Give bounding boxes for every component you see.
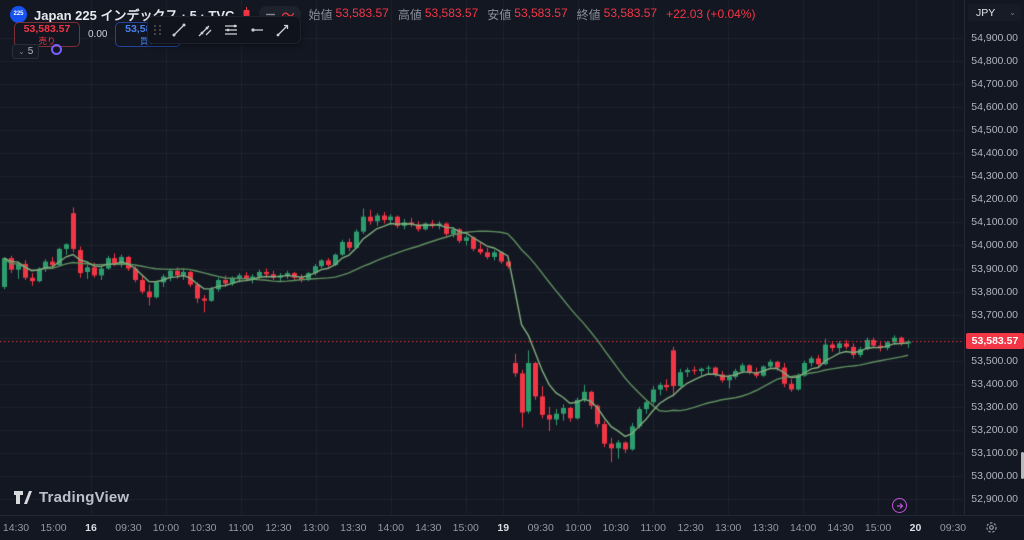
high-value: 53,583.57 (424, 5, 479, 20)
arrow-line-icon[interactable] (272, 19, 294, 41)
currency-label: JPY (976, 6, 996, 19)
time-tick-label: 10:30 (602, 522, 629, 534)
time-tick-label: 14:00 (377, 522, 404, 534)
price-tick-label: 53,900.00 (971, 262, 1018, 275)
price-tick-label: 54,900.00 (971, 32, 1018, 44)
price-tick-label: 52,900.00 (971, 493, 1018, 505)
time-tick-label: 10:00 (565, 522, 592, 534)
tradingview-logo[interactable]: TradingView (13, 489, 129, 506)
price-tick-label: 53,100.00 (971, 446, 1018, 459)
symbol-logo-text: 225 (13, 11, 24, 17)
scrollbar-thumb[interactable] (1021, 452, 1024, 479)
close-label: 終値 (576, 7, 601, 22)
price-tick-label: 53,400.00 (971, 377, 1018, 390)
price-tick-label: 54,100.00 (971, 216, 1018, 229)
time-tick-label: 13:00 (302, 522, 329, 534)
time-tick-label: 14:00 (789, 522, 817, 534)
wave-icon (282, 11, 295, 17)
change-value: +22.03 (+0.04%) (666, 7, 756, 21)
price-tick-label: 54,300.00 (971, 170, 1018, 183)
symbol-header: 225 Japan 225 インデックス · 5 · TVC 始値 53,583.… (10, 4, 755, 24)
price-tick-label: 54,200.00 (971, 193, 1018, 206)
price-tick-label: 53,000.00 (971, 469, 1018, 482)
chevron-down-icon: ⌄ (18, 47, 25, 56)
tradingview-logo-icon (14, 491, 32, 504)
open-label: 始値 (308, 7, 333, 22)
low-value: 53,583.57 (514, 5, 568, 20)
spread-value: 0.00 (88, 29, 108, 40)
time-tick-label: 14:30 (415, 522, 442, 534)
chevron-down-icon: ⌄ (1009, 8, 1016, 17)
time-tick-label: 14:30 (827, 522, 854, 534)
time-tick-label: 19 (497, 522, 510, 534)
time-tick-label: 15:00 (452, 522, 479, 534)
minus-icon (266, 13, 276, 15)
info-line-icon[interactable] (194, 19, 216, 41)
price-tick-label: 53,200.00 (971, 423, 1018, 436)
timeframe-value: 5 (27, 46, 34, 57)
time-tick-label: 09:30 (939, 522, 967, 534)
time-tick-label: 10:00 (152, 522, 180, 534)
price-tick-label: 54,000.00 (971, 239, 1018, 252)
time-tick-label: 09:30 (527, 522, 554, 534)
time-tick-label: 09:30 (115, 522, 142, 534)
price-tick-label: 53,500.00 (971, 354, 1018, 367)
horizontal-ray-icon[interactable] (246, 19, 268, 41)
price-tick-label: 53,700.00 (971, 308, 1018, 321)
sync-ring-icon[interactable] (51, 44, 62, 55)
parallel-lines-icon[interactable] (220, 19, 242, 41)
time-tick-label: 16 (85, 522, 97, 534)
price-tick-label: 54,400.00 (971, 147, 1018, 160)
time-tick-label: 12:30 (677, 522, 704, 534)
trend-line-icon[interactable] (168, 19, 190, 41)
sell-price: 53,583.57 (23, 23, 71, 35)
current-price-label: 53,583.57 (966, 333, 1024, 350)
price-tick-label: 54,500.00 (971, 124, 1018, 137)
ohlc-readout: 始値 53,583.57 高値 53,583.57 安値 53,583.57 終値 53… (308, 6, 755, 23)
time-tick-label: 15:00 (864, 522, 892, 534)
jump-to-realtime-button[interactable] (892, 498, 907, 513)
toolbar-drag-handle-icon[interactable] (154, 25, 162, 35)
drawing-toolbar (147, 16, 301, 44)
sell-button[interactable]: 53,583.57 売り (14, 22, 80, 47)
currency-selector[interactable]: JPY ⌄ (968, 4, 1021, 21)
open-value: 53,583.57 (335, 5, 389, 20)
time-tick-label: 13:30 (340, 522, 367, 534)
time-tick-label: 11:00 (228, 522, 254, 534)
time-tick-label: 10:30 (190, 522, 217, 534)
sell-label: 売り (38, 35, 56, 46)
time-tick-label: 11:00 (640, 522, 666, 534)
high-label: 高値 (397, 7, 422, 22)
timeframe-chip[interactable]: ⌄ 5 (12, 44, 40, 59)
price-tick-label: 54,800.00 (971, 55, 1018, 68)
time-axis[interactable]: 14:30 15:00 16 09:30 10:00 10:30 11:00 12:30 13:… (0, 515, 1024, 540)
price-tick-label: 53,800.00 (971, 285, 1018, 298)
price-tick-label: 53,300.00 (971, 400, 1018, 413)
time-tick-label: 13:30 (752, 522, 779, 534)
tradingview-logo-text: TradingView (39, 489, 130, 506)
time-tick-label: 14:30 (2, 522, 30, 534)
time-tick-label: 15:00 (40, 522, 67, 534)
price-tick-label: 54,600.00 (971, 101, 1018, 114)
symbol-logo[interactable]: 225 (10, 5, 27, 23)
price-axis[interactable]: JPY ⌄ 53,583.57 54,900.00 54,800.00 54,700… (964, 0, 1024, 515)
price-tick-label: 54,700.00 (971, 78, 1018, 91)
time-tick-label: 12:30 (265, 522, 292, 534)
low-label: 安値 (487, 7, 512, 22)
close-value: 53,583.57 (603, 5, 658, 20)
time-tick-label: 20 (909, 522, 922, 534)
settings-gear-icon[interactable] (985, 521, 998, 539)
clock-arrow-icon (896, 502, 903, 509)
time-tick-label: 13:00 (714, 522, 742, 534)
